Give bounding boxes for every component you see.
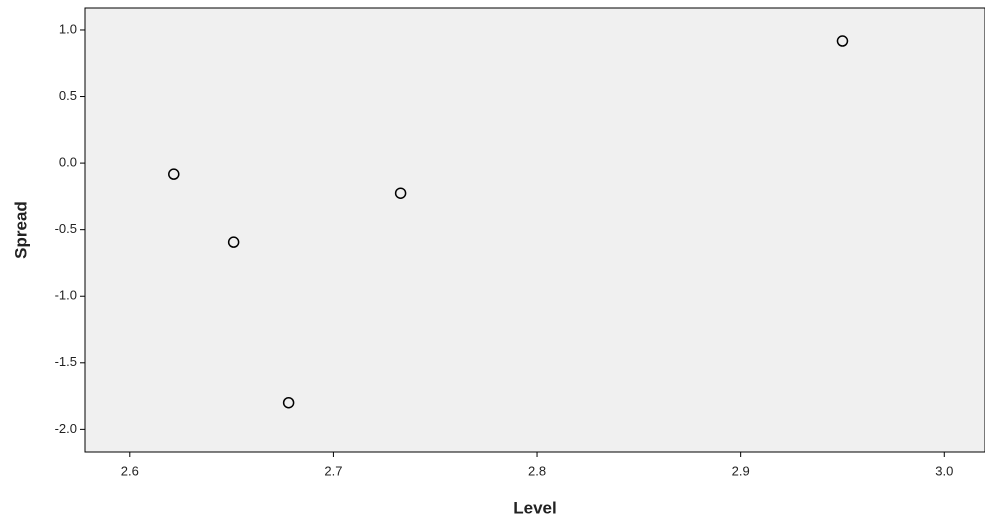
x-tick-label: 2.8 (528, 463, 546, 478)
x-tick-label: 3.0 (935, 463, 953, 478)
x-tick-label: 2.6 (121, 463, 139, 478)
point (227, 236, 240, 248)
x-tick-label: 2.7 (324, 463, 342, 478)
plot-area (84, 7, 985, 453)
y-tick-label: 1.0 (59, 21, 77, 36)
point (282, 396, 295, 409)
y-tick-label: 0.5 (59, 88, 77, 103)
x-axis-title: Level (513, 498, 556, 517)
x-tick-label: 2.9 (732, 463, 750, 478)
y-tick-label: -2.0 (55, 421, 77, 436)
y-axis-title: Spread (11, 201, 30, 259)
point (836, 35, 849, 47)
y-tick-label: 0.0 (59, 155, 77, 170)
y-tick-label: -0.5 (55, 221, 77, 236)
point (394, 187, 407, 199)
y-tick-label: -1.5 (55, 354, 77, 369)
y-tick-label: -1.0 (55, 288, 77, 303)
point (168, 168, 180, 180)
